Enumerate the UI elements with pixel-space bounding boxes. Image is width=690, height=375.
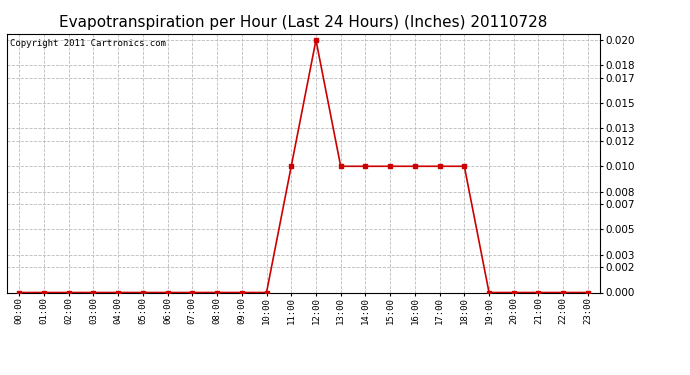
Text: Copyright 2011 Cartronics.com: Copyright 2011 Cartronics.com [10,39,166,48]
Text: Evapotranspiration per Hour (Last 24 Hours) (Inches) 20110728: Evapotranspiration per Hour (Last 24 Hou… [59,15,548,30]
